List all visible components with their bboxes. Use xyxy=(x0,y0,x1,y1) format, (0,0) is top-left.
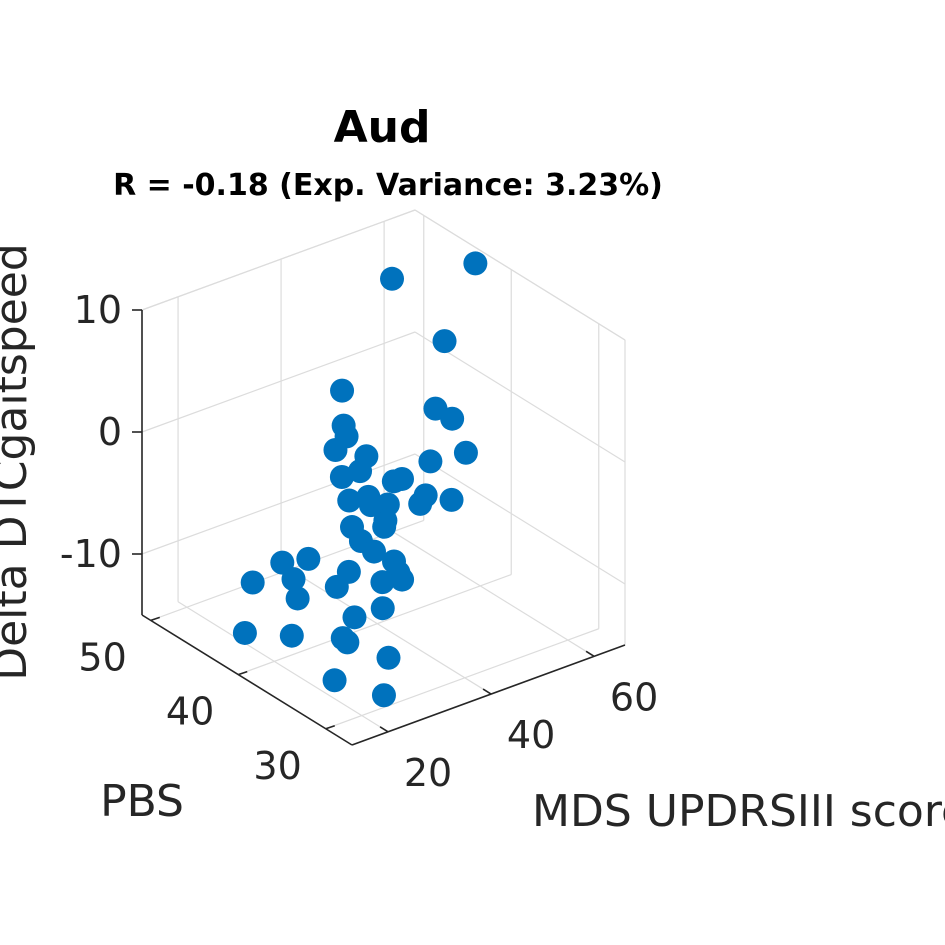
data-point xyxy=(336,559,361,584)
data-point xyxy=(329,465,354,490)
z-axis-label: Delta DTCgaitspeed xyxy=(0,243,37,681)
y-tick-label: 30 xyxy=(253,744,301,788)
chart-title: Aud xyxy=(334,102,431,153)
axis-lines xyxy=(132,309,626,746)
z-tick-label: -10 xyxy=(60,532,122,576)
data-point xyxy=(439,487,464,512)
data-point xyxy=(354,444,379,469)
data-point xyxy=(463,251,488,276)
y-tick-mark xyxy=(150,616,161,622)
data-point xyxy=(232,620,257,645)
y-axis-line xyxy=(141,614,353,746)
x-tick-mark xyxy=(379,726,389,733)
box-edge xyxy=(414,209,626,341)
x-tick-label: 60 xyxy=(610,675,658,719)
y-tick-mark xyxy=(237,670,248,676)
data-point xyxy=(361,539,386,564)
x-tick-mark xyxy=(482,688,492,695)
data-point xyxy=(390,466,415,491)
y-tick-label: 50 xyxy=(78,635,126,679)
data-point xyxy=(380,266,405,291)
x-tick-label: 40 xyxy=(507,713,555,757)
chart-subtitle: R = -0.18 (Exp. Variance: 3.23%) xyxy=(113,168,663,203)
tick-labels: 20 40 60 30 40 50 10 0 -10 xyxy=(60,288,658,795)
x-axis-line xyxy=(351,644,626,746)
data-point xyxy=(285,586,310,611)
data-point xyxy=(432,329,457,354)
z-tick-label: 0 xyxy=(98,410,122,454)
box-edge xyxy=(141,209,416,311)
x-tick-mark xyxy=(585,650,595,657)
data-point xyxy=(453,440,478,465)
grid-line xyxy=(238,574,512,676)
data-point xyxy=(342,605,367,630)
data-points xyxy=(232,251,488,708)
data-point xyxy=(281,567,306,592)
data-point xyxy=(337,488,362,513)
data-point xyxy=(279,623,304,648)
grid-line xyxy=(280,563,492,695)
grid-line xyxy=(325,628,599,730)
data-point xyxy=(296,546,321,571)
grid-line xyxy=(414,331,626,463)
data-point xyxy=(418,449,443,474)
data-point xyxy=(240,570,265,595)
data-point xyxy=(330,378,355,403)
data-point xyxy=(413,483,438,508)
grid-line xyxy=(414,453,626,585)
data-point xyxy=(390,567,415,592)
data-point xyxy=(370,570,395,595)
data-point xyxy=(423,396,448,421)
grid-line xyxy=(141,331,416,433)
data-point xyxy=(376,645,401,670)
x-axis-label: MDS UPDRSIII score xyxy=(532,786,945,837)
z-tick-label: 10 xyxy=(74,288,122,332)
data-point xyxy=(371,683,396,708)
grid-line xyxy=(383,525,595,657)
data-point xyxy=(356,484,381,509)
x-tick-label: 20 xyxy=(404,751,452,795)
grid-line xyxy=(177,601,389,733)
data-point xyxy=(372,514,397,539)
y-tick-label: 40 xyxy=(166,690,214,734)
data-point xyxy=(322,668,347,693)
data-point xyxy=(370,596,395,621)
y-tick-mark xyxy=(325,724,336,730)
data-point xyxy=(323,437,348,462)
y-axis-label: PBS xyxy=(100,776,184,827)
data-point xyxy=(330,626,355,651)
